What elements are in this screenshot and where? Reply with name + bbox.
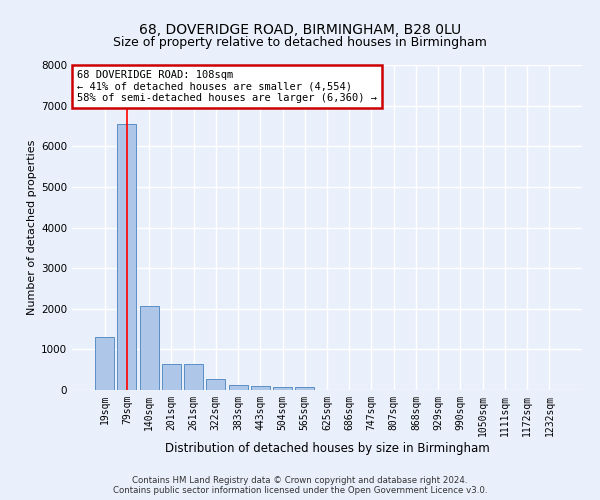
Y-axis label: Number of detached properties: Number of detached properties <box>27 140 37 315</box>
Text: 68 DOVERIDGE ROAD: 108sqm
← 41% of detached houses are smaller (4,554)
58% of se: 68 DOVERIDGE ROAD: 108sqm ← 41% of detac… <box>77 70 377 103</box>
Bar <box>273 387 292 390</box>
X-axis label: Distribution of detached houses by size in Birmingham: Distribution of detached houses by size … <box>164 442 490 454</box>
Bar <box>229 384 248 390</box>
Bar <box>118 124 136 390</box>
Bar <box>206 380 225 390</box>
Bar <box>295 387 314 390</box>
Text: Size of property relative to detached houses in Birmingham: Size of property relative to detached ho… <box>113 36 487 49</box>
Bar <box>184 364 203 390</box>
Bar <box>95 337 114 390</box>
Bar <box>251 386 270 390</box>
Text: 68, DOVERIDGE ROAD, BIRMINGHAM, B28 0LU: 68, DOVERIDGE ROAD, BIRMINGHAM, B28 0LU <box>139 22 461 36</box>
Text: Contains HM Land Registry data © Crown copyright and database right 2024.
Contai: Contains HM Land Registry data © Crown c… <box>113 476 487 495</box>
Bar <box>162 364 181 390</box>
Bar <box>140 306 158 390</box>
